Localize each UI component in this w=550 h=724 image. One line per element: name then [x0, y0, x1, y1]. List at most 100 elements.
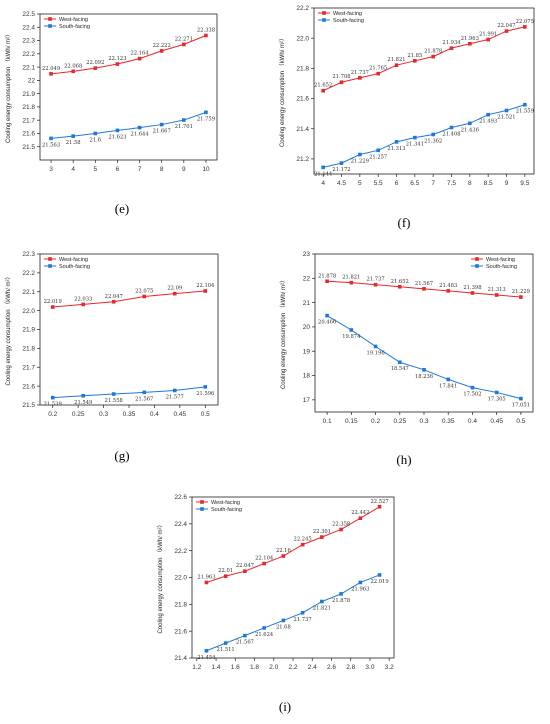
legend-marker	[48, 264, 52, 268]
data-label: 18.236	[415, 374, 433, 380]
panel-caption: (h)	[396, 452, 411, 467]
y-axis-label: Cooling energy consumption （kWh/ m²）	[279, 35, 286, 147]
data-point	[204, 648, 209, 653]
data-point	[172, 388, 177, 393]
data-point	[504, 108, 509, 113]
data-label: 22.019	[44, 299, 62, 305]
data-point	[50, 305, 55, 309]
data-point	[339, 527, 343, 532]
x-tick-label: 0.5	[516, 418, 525, 425]
data-label: 21.759	[197, 116, 215, 122]
legend-label: West-facing	[333, 11, 362, 17]
chart-panel-i: 21.4 21.6 21.8 22.0 22.2 22.4 22.6 1.2 1.4 1.6 1.8…	[157, 494, 395, 714]
data-point	[446, 289, 451, 293]
data-point	[182, 42, 186, 47]
x-tick-label: 0.3	[99, 411, 108, 418]
y-tick-label: 22.6	[174, 494, 187, 501]
data-point	[182, 118, 186, 122]
y-tick-label: 22.2	[22, 270, 35, 277]
data-label: 21.652	[391, 279, 409, 285]
data-label: 21.58	[66, 140, 81, 146]
data-point	[358, 516, 363, 520]
data-point	[71, 134, 75, 138]
data-label: 21.701	[175, 124, 193, 130]
data-label: 22.092	[86, 60, 104, 66]
plot-frame	[313, 7, 535, 175]
legend-marker	[48, 24, 52, 28]
data-label: 21.963	[461, 36, 479, 42]
data-point	[223, 574, 228, 578]
data-point	[159, 49, 164, 53]
data-label: 19.874	[342, 334, 361, 340]
y-tick-label: 22.2	[174, 548, 187, 555]
data-point	[413, 135, 417, 140]
y-axis-label: Cooling energy consumption （kWh/ m²）	[280, 277, 287, 389]
data-label: 21.6	[90, 137, 102, 143]
data-label: 21.341	[406, 142, 424, 148]
data-label: 21.257	[369, 154, 387, 160]
data-label: 21.963	[197, 574, 215, 580]
data-label: 22.104	[255, 556, 274, 562]
data-point	[137, 56, 142, 61]
data-label: 21.821	[313, 606, 331, 612]
x-tick-label: 3.0	[365, 664, 374, 671]
data-point	[446, 377, 451, 382]
x-tick-label: 0.4	[468, 418, 477, 425]
data-label: 21.963	[351, 586, 369, 592]
x-tick-label: 9.5	[520, 180, 529, 187]
data-label: 22.075	[135, 288, 153, 294]
legend-label: West-facing	[59, 257, 88, 263]
data-label: 21.398	[463, 285, 481, 291]
data-point	[325, 279, 329, 284]
data-point	[300, 542, 305, 547]
data-label: 22.019	[370, 579, 388, 585]
data-label: 21.436	[461, 127, 479, 133]
data-label: 18.547	[391, 366, 409, 372]
data-label: 21.567	[236, 640, 254, 646]
data-point	[504, 29, 509, 33]
data-label: 22.301	[313, 529, 331, 535]
y-tick-label: 21.5	[22, 402, 35, 409]
chart-panel-e: 21.5 21.6 21.7 21.8 21.9 22 22.1 22.2 22.3 22.4 22…	[5, 11, 218, 216]
data-point	[431, 132, 435, 137]
data-label: 21.596	[196, 391, 214, 397]
x-tick-label: 1.4	[212, 664, 221, 671]
data-point	[397, 284, 402, 289]
x-tick-label: 9	[505, 180, 509, 187]
data-point	[204, 580, 209, 585]
y-tick-label: 21.7	[22, 364, 35, 371]
data-label: 21.85	[407, 53, 422, 59]
y-axis-label: Cooling energy consumption （kWh/ m²）	[5, 31, 12, 143]
data-label: 22.075	[516, 19, 534, 25]
data-label: 21.737	[366, 277, 384, 283]
data-label: 22.222	[153, 43, 171, 49]
y-axis-label: Cooling energy consumption （kWh/ m²）	[5, 273, 12, 385]
y-tick-label: 21.8	[174, 602, 187, 609]
panel-caption: (g)	[114, 448, 129, 463]
data-point	[431, 54, 435, 59]
data-label: 21.172	[332, 167, 350, 173]
x-tick-label: 6	[116, 166, 120, 173]
y-tick-label: 21.8	[22, 346, 35, 353]
series-line-south	[326, 315, 522, 400]
data-label: 22.01	[218, 568, 233, 574]
x-tick-label: 4	[71, 166, 75, 173]
x-tick-label: 0.2	[48, 411, 57, 418]
data-label: 21.821	[342, 275, 360, 281]
data-point	[377, 573, 382, 577]
data-point	[486, 37, 490, 42]
x-tick-label: 7.5	[447, 180, 456, 187]
data-label: 20.466	[318, 320, 336, 326]
data-point	[376, 148, 380, 153]
data-label: 22.047	[105, 294, 123, 300]
legend-label: West-facing	[486, 257, 515, 263]
data-label: 21.765	[369, 66, 387, 72]
data-point	[339, 161, 344, 165]
y-tick-label: 21.6	[296, 96, 309, 103]
x-tick-label: 5	[94, 166, 98, 173]
data-label: 21.567	[415, 281, 433, 287]
data-point	[115, 128, 120, 133]
data-label: 21.737	[351, 70, 369, 76]
data-label: 21.737	[294, 617, 312, 623]
data-label: 21.558	[105, 398, 123, 404]
